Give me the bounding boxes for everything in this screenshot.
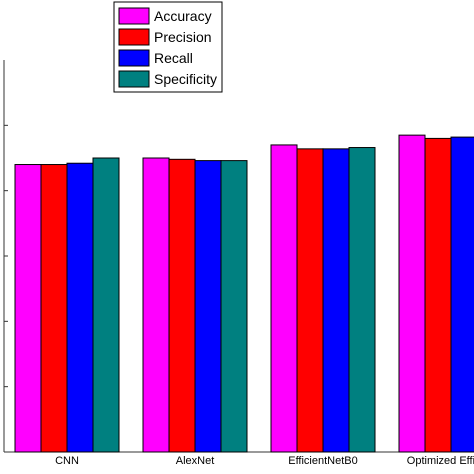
bar-recall-2 xyxy=(322,148,350,453)
chart-bars xyxy=(14,134,474,453)
bar-accuracy-1 xyxy=(142,157,170,453)
bar-precision-1 xyxy=(168,158,196,453)
legend-label-accuracy: Accuracy xyxy=(154,8,212,24)
x-tick-labels: CNN AlexNet EfficientNetB0 Optimized Effici… xyxy=(55,455,474,467)
bar-precision-0 xyxy=(40,164,68,453)
legend-swatch-recall xyxy=(118,49,150,67)
bar-recall-3 xyxy=(450,136,474,453)
bar-precision-2 xyxy=(296,148,324,453)
bar-specificity-0 xyxy=(92,157,120,453)
bar-accuracy-2 xyxy=(270,144,298,453)
legend-label-recall: Recall xyxy=(154,50,193,66)
bar-specificity-1 xyxy=(220,160,248,453)
bar-precision-3 xyxy=(424,137,452,453)
legend: Accuracy Precision Recall Specificity xyxy=(113,1,223,93)
legend-swatch-specificity xyxy=(118,70,150,88)
bar-specificity-2 xyxy=(348,147,376,453)
bar-accuracy-3 xyxy=(398,134,426,453)
bar-recall-0 xyxy=(66,162,94,453)
x-tick-label: CNN xyxy=(55,455,79,467)
x-tick-label: Optimized Efficien xyxy=(407,455,474,467)
bar-accuracy-0 xyxy=(14,164,42,453)
legend-label-specificity: Specificity xyxy=(154,71,217,87)
x-tick-label: EfficientNetB0 xyxy=(288,455,358,467)
legend-swatch-precision xyxy=(118,28,150,46)
legend-label-precision: Precision xyxy=(154,29,212,45)
legend-swatch-accuracy xyxy=(118,7,150,25)
x-tick-label: AlexNet xyxy=(176,455,215,467)
bar-recall-1 xyxy=(194,160,222,453)
